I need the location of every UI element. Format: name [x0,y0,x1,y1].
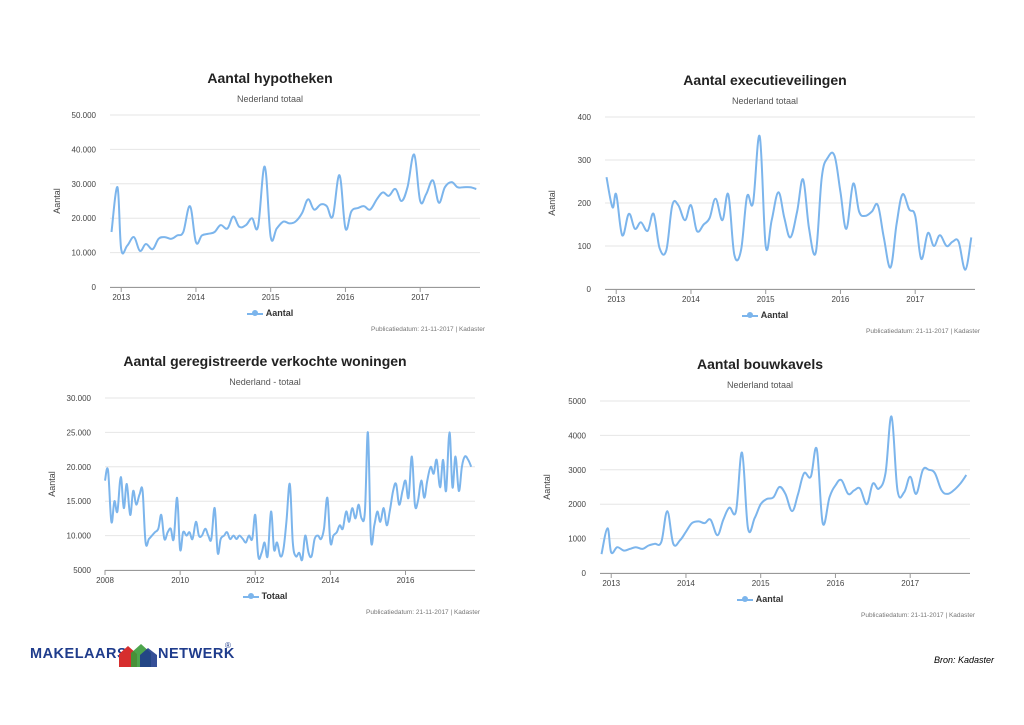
chart-panel-hypotheken: Aantal hypotheken Nederland totaal 0 10.0… [52,70,485,340]
y-tick-label: 40.000 [72,145,97,154]
chart-svg: 5000 10.000 15.000 20.000 25.000 30.000 2008 20… [47,394,475,585]
chart-subtitle: Nederland totaal [731,96,799,106]
x-tick-label: 2014 [321,576,339,585]
x-tick-label: 2012 [246,576,264,585]
y-tick-label: 0 [92,283,97,292]
chart-subtitle: Nederland totaal [726,380,794,390]
y-tick-label: 20.000 [67,463,92,472]
chart-panel-verkochte-woningen: Aantal geregistreerde verkochte woningen… [47,353,480,623]
legend-line-icon [741,311,758,320]
chart-credit[interactable]: Publicatiedatum: 21-11-2017 | Kadaster [366,609,480,616]
y-tick-label: 30.000 [67,394,92,403]
x-tick-label: 2013 [602,579,620,588]
y-tick-label: 10.000 [67,532,92,541]
x-tick-label: 2016 [827,579,845,588]
x-tick-label: 2015 [752,579,770,588]
legend-label: Aantal [760,310,789,320]
legend-item[interactable]: Aantal [55,308,485,318]
legend-item[interactable]: Totaal [50,591,480,601]
y-tick-label: 5000 [73,566,91,575]
y-tick-label: 20.000 [72,214,97,223]
y-axis-label: Aantal [542,474,552,500]
legend-line-icon [242,592,259,601]
x-tick-label: 2015 [757,295,775,304]
y-axis-label: Aantal [47,471,57,497]
x-tick-label: 2014 [187,293,205,302]
chart-title: Aantal geregistreerde verkochte woningen [123,353,407,369]
chart-credit[interactable]: Publicatiedatum: 21-11-2017 | Kadaster [371,326,485,333]
chart-title: Aantal bouwkavels [696,356,824,372]
series-line [104,431,473,562]
y-tick-label: 3000 [568,466,586,475]
y-tick-label: 200 [578,199,592,208]
y-tick-label: 2000 [568,500,586,509]
y-tick-label: 15.000 [67,497,92,506]
legend-line-icon [736,595,753,604]
series-line [110,153,477,255]
chart-subtitle: Nederland totaal [236,94,304,104]
x-tick-label: 2017 [901,579,919,588]
x-tick-label: 2010 [171,576,189,585]
x-tick-label: 2014 [682,295,700,304]
y-tick-label: 0 [582,569,587,578]
y-tick-label: 30.000 [72,180,97,189]
chart-panel-bouwkavels: Aantal bouwkavels Nederland totaal 0 1000… [542,356,975,626]
x-tick-label: 2017 [411,293,429,302]
x-tick-label: 2016 [337,293,355,302]
x-tick-label: 2013 [607,295,625,304]
legend-label: Totaal [261,591,288,601]
chart-panel-executieveilingen: Aantal executieveilingen Nederland totaa… [547,72,980,342]
registered-mark: ® [225,641,231,650]
y-tick-label: 10.000 [72,249,97,258]
logo-text-left: MAKELAARS [30,646,128,662]
x-tick-label: 2013 [112,293,130,302]
y-tick-label: 400 [578,113,592,122]
legend-item[interactable]: Aantal [545,594,975,604]
chart-svg: 0 1000 2000 3000 4000 5000 2013 2014 2015 2016 201… [542,397,970,588]
y-tick-label: 4000 [568,431,586,440]
legend-item[interactable]: Aantal [550,310,980,320]
y-axis-label: Aantal [52,188,62,214]
chart-credit[interactable]: Publicatiedatum: 21-11-2017 | Kadaster [866,328,980,335]
y-tick-label: 100 [578,242,592,251]
chart-credit[interactable]: Publicatiedatum: 21-11-2017 | Kadaster [861,612,975,619]
legend-label: Aantal [265,308,294,318]
makelaarsnetwerk-logo: MAKELAARS NETWERK ® [30,640,240,670]
y-tick-label: 1000 [568,535,586,544]
x-tick-label: 2015 [262,293,280,302]
x-tick-label: 2014 [677,579,695,588]
legend-label: Aantal [755,594,784,604]
x-tick-label: 2016 [832,295,850,304]
y-tick-label: 25.000 [67,428,92,437]
chart-svg: 0 100 200 300 400 2013 2014 2015 2016 2017 Aantal [547,113,975,304]
x-tick-label: 2008 [96,576,114,585]
chart-subtitle: Nederland - totaal [229,377,301,387]
houses-icon [119,644,157,667]
series-line [600,415,968,555]
x-tick-label: 2017 [906,295,924,304]
legend-line-icon [246,309,263,318]
series-line [605,135,973,271]
y-axis-label: Aantal [547,190,557,216]
chart-title: Aantal executieveilingen [683,72,847,88]
logo-text-right: NETWERK [158,646,235,662]
x-tick-label: 2016 [397,576,415,585]
y-tick-label: 0 [587,285,592,294]
chart-svg: 0 10.000 20.000 30.000 40.000 50.000 2013 2014 2… [52,111,480,302]
source-note: Bron: Kadaster [933,655,994,665]
y-tick-label: 5000 [568,397,586,406]
y-tick-label: 50.000 [72,111,97,120]
chart-title: Aantal hypotheken [207,70,333,86]
y-tick-label: 300 [578,156,592,165]
